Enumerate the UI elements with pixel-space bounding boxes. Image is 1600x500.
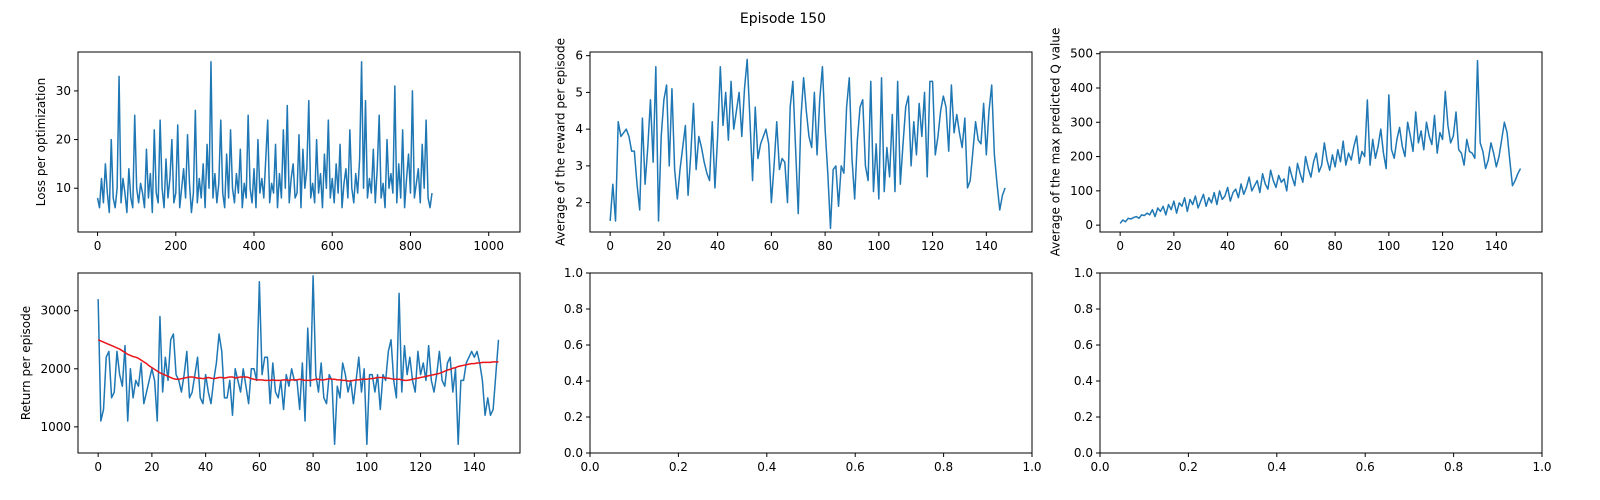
y-tick-label-empty-1-5: 1.0	[564, 266, 583, 280]
y-tick-label-return-0: 1000	[40, 420, 71, 434]
y-tick-label-empty-1-2: 0.4	[564, 374, 583, 388]
x-tick-label-max-q-6: 120	[1431, 239, 1454, 253]
series-line-loss-0	[96, 60, 433, 214]
y-tick-label-empty-1-1: 0.2	[564, 410, 583, 424]
subplot-return: 0 20 40 60 80 100 120 140 1000 2000 3000 Return per…	[19, 272, 521, 474]
y-tick-label-empty-1-4: 0.8	[564, 302, 583, 316]
y-tick-label-loss-2: 30	[56, 84, 71, 98]
x-tick-label-avg-reward-4: 80	[817, 239, 832, 253]
x-tick-label-max-q-7: 140	[1485, 239, 1508, 253]
y-tick-label-avg-reward-0: 2	[575, 196, 583, 210]
x-tick-label-avg-reward-7: 140	[975, 239, 998, 253]
axes-frame-empty-2	[1099, 272, 1543, 454]
x-tick-label-avg-reward-6: 120	[921, 239, 944, 253]
x-tick-label-max-q-0: 0	[1116, 239, 1124, 253]
y-tick-label-avg-reward-3: 5	[575, 85, 583, 99]
x-tick-label-avg-reward-2: 40	[710, 239, 725, 253]
axes-frame-return	[77, 272, 521, 454]
x-tick-label-avg-reward-3: 60	[764, 239, 779, 253]
x-tick-label-avg-reward-0: 0	[606, 239, 614, 253]
x-tick-label-avg-reward-1: 20	[656, 239, 671, 253]
y-tick-label-return-1: 2000	[40, 362, 71, 376]
y-tick-label-avg-reward-4: 6	[575, 49, 583, 63]
y-tick-label-max-q-1: 100	[1070, 184, 1093, 198]
x-tick-label-empty-2-1: 0.2	[1179, 460, 1198, 474]
y-tick-label-avg-reward-1: 3	[575, 159, 583, 173]
x-tick-label-return-3: 60	[252, 460, 267, 474]
x-tick-label-loss-0: 0	[94, 239, 102, 253]
axes-frame-loss	[77, 51, 521, 233]
subplot-avg-reward: 0 20 40 60 80 100 120 140 2 3 4 5 6 Average of the re…	[554, 38, 1033, 253]
x-tick-label-empty-1-0: 0.0	[580, 460, 599, 474]
y-tick-label-max-q-5: 500	[1070, 47, 1093, 61]
y-tick-label-empty-2-0: 0.0	[1074, 446, 1093, 460]
x-tick-label-empty-1-2: 0.4	[757, 460, 776, 474]
y-tick-label-empty-2-4: 0.8	[1074, 302, 1093, 316]
x-tick-label-empty-2-2: 0.4	[1267, 460, 1286, 474]
x-tick-label-return-1: 20	[144, 460, 159, 474]
y-axis-label-max-q: Average of the max predicted Q value	[1049, 28, 1063, 257]
x-tick-label-max-q-1: 20	[1166, 239, 1181, 253]
x-tick-label-max-q-2: 40	[1220, 239, 1235, 253]
subplot-loss: 0 200 400 600 800 1000 10 20 30 Loss per optimiza…	[34, 51, 521, 253]
x-tick-label-avg-reward-5: 100	[867, 239, 890, 253]
x-tick-label-max-q-3: 60	[1274, 239, 1289, 253]
y-tick-label-empty-2-5: 1.0	[1074, 266, 1093, 280]
x-tick-label-return-5: 100	[355, 460, 378, 474]
x-tick-label-max-q-5: 100	[1377, 239, 1400, 253]
y-axis-label-avg-reward: Average of the reward per episode	[554, 38, 568, 246]
axes-frame-avg-reward	[589, 51, 1033, 233]
y-tick-label-max-q-3: 300	[1070, 115, 1093, 129]
x-tick-label-empty-1-3: 0.6	[846, 460, 865, 474]
y-tick-label-empty-2-3: 0.6	[1074, 338, 1093, 352]
x-tick-label-return-0: 0	[94, 460, 102, 474]
series-line-return-1	[97, 339, 499, 382]
x-tick-label-loss-1: 200	[164, 239, 187, 253]
y-tick-label-max-q-2: 200	[1070, 150, 1093, 164]
x-tick-label-empty-2-0: 0.0	[1090, 460, 1109, 474]
y-tick-label-loss-0: 10	[56, 181, 71, 195]
x-tick-label-return-7: 140	[463, 460, 486, 474]
x-tick-label-empty-1-5: 1.0	[1022, 460, 1041, 474]
x-tick-label-loss-5: 1000	[473, 239, 504, 253]
y-tick-label-empty-2-2: 0.4	[1074, 374, 1093, 388]
series-line-max-q-0	[1119, 59, 1522, 224]
subplot-empty-1: 0.0 0.2 0.4 0.6 0.8 1.0 0.0 0.2 0.4 0.6 0.8 1.0	[564, 266, 1042, 474]
y-tick-label-loss-1: 20	[56, 133, 71, 147]
series-line-avg-reward-0	[609, 58, 1006, 230]
y-axis-label-return: Return per episode	[19, 306, 33, 420]
axes-frame-empty-1	[589, 272, 1033, 454]
subplot-max-q: 0 20 40 60 80 100 120 140 0 100 200 300 400 500 Averag…	[1049, 28, 1543, 257]
series-line-return-0	[97, 275, 500, 446]
figure-title: Episode 150	[740, 11, 826, 27]
x-tick-label-empty-2-4: 0.8	[1444, 460, 1463, 474]
y-tick-label-max-q-4: 400	[1070, 81, 1093, 95]
x-tick-label-loss-2: 400	[243, 239, 266, 253]
x-tick-label-return-6: 120	[409, 460, 432, 474]
x-tick-label-max-q-4: 80	[1327, 239, 1342, 253]
y-tick-label-avg-reward-2: 4	[575, 122, 583, 136]
y-tick-label-return-2: 3000	[40, 304, 71, 318]
y-axis-label-loss: Loss per optimization	[34, 78, 48, 207]
x-tick-label-empty-2-5: 1.0	[1532, 460, 1551, 474]
subplot-empty-2: 0.0 0.2 0.4 0.6 0.8 1.0 0.0 0.2 0.4 0.6 0.8 1.0	[1074, 266, 1552, 474]
x-tick-label-empty-1-4: 0.8	[934, 460, 953, 474]
y-tick-label-empty-2-1: 0.2	[1074, 410, 1093, 424]
x-tick-label-return-4: 80	[305, 460, 320, 474]
x-tick-label-empty-2-3: 0.6	[1356, 460, 1375, 474]
y-tick-label-empty-1-0: 0.0	[564, 446, 583, 460]
y-tick-label-max-q-0: 0	[1085, 218, 1093, 232]
x-tick-label-empty-1-1: 0.2	[669, 460, 688, 474]
x-tick-label-loss-3: 600	[321, 239, 344, 253]
axes-frame-max-q	[1099, 51, 1543, 233]
x-tick-label-return-2: 40	[198, 460, 213, 474]
y-tick-label-empty-1-3: 0.6	[564, 338, 583, 352]
x-tick-label-loss-4: 800	[399, 239, 422, 253]
